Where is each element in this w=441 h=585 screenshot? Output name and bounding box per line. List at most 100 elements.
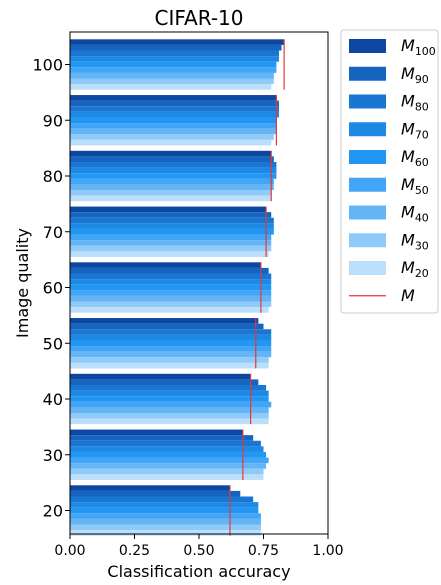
bar-60-M20 bbox=[70, 307, 269, 313]
bar-30-M70 bbox=[70, 446, 264, 452]
bar-100-M100 bbox=[70, 39, 285, 45]
bar-30-M50 bbox=[70, 457, 269, 464]
bar-40-M70 bbox=[70, 390, 269, 397]
legend-swatch-M60 bbox=[349, 150, 386, 164]
bar-80-M70 bbox=[70, 167, 277, 174]
bar-20-M60 bbox=[70, 507, 259, 514]
bar-80-M20 bbox=[70, 195, 272, 202]
y-tick-label: 100 bbox=[32, 56, 63, 75]
bar-90-M70 bbox=[70, 111, 279, 118]
x-axis-ticks: 0.00 0.25 0.50 0.75 1.00 bbox=[54, 534, 344, 559]
bar-20-M90 bbox=[70, 490, 241, 497]
bar-80-M100 bbox=[70, 150, 272, 157]
bar-70-M60 bbox=[70, 228, 274, 235]
x-tick-label: 0.25 bbox=[119, 543, 150, 559]
bar-70-M100 bbox=[70, 206, 267, 213]
bar-60-M70 bbox=[70, 279, 272, 285]
y-tick-label: 90 bbox=[43, 111, 63, 130]
bar-50-M60 bbox=[70, 340, 272, 347]
x-tick-label: 0.75 bbox=[248, 543, 279, 559]
y-axis-ticks: 20 30 40 50 60 70 80 90 100 bbox=[32, 56, 70, 521]
bar-30-M80 bbox=[70, 440, 261, 447]
bar-100-M20 bbox=[70, 84, 272, 90]
bar-60-M40 bbox=[70, 295, 272, 302]
legend-label-reference: M bbox=[401, 286, 415, 305]
legend-swatch-M70 bbox=[349, 122, 386, 137]
legend-swatch-M20 bbox=[349, 261, 386, 275]
bar-90-M20 bbox=[70, 139, 272, 146]
bar-100-M80 bbox=[70, 50, 279, 57]
y-tick-label: 70 bbox=[43, 223, 63, 242]
bar-90-M80 bbox=[70, 106, 279, 112]
x-tick-label: 1.00 bbox=[312, 543, 343, 559]
bar-40-M60 bbox=[70, 396, 269, 402]
bar-60-M50 bbox=[70, 290, 272, 296]
bar-50-M40 bbox=[70, 351, 272, 358]
bar-60-M30 bbox=[70, 301, 272, 308]
bar-90-M60 bbox=[70, 117, 277, 124]
bar-20-M30 bbox=[70, 524, 261, 531]
bar-40-M50 bbox=[70, 401, 272, 408]
bar-80-M50 bbox=[70, 178, 274, 185]
bar-80-M80 bbox=[70, 162, 277, 168]
x-axis-label: Classification accuracy bbox=[107, 562, 290, 581]
bar-40-M20 bbox=[70, 418, 269, 425]
legend-swatch-M30 bbox=[349, 233, 386, 248]
bar-20-M40 bbox=[70, 518, 261, 525]
x-tick-label: 0.00 bbox=[54, 543, 85, 559]
x-tick-label: 0.50 bbox=[183, 543, 214, 559]
bar-100-M50 bbox=[70, 67, 277, 73]
legend-swatch-M40 bbox=[349, 205, 386, 220]
reference-lines-group bbox=[229, 39, 285, 536]
bar-30-M100 bbox=[70, 429, 243, 436]
bars-group bbox=[70, 39, 285, 536]
bar-20-M70 bbox=[70, 502, 259, 508]
bar-50-M100 bbox=[70, 318, 259, 324]
bar-70-M30 bbox=[70, 245, 272, 252]
bar-50-M70 bbox=[70, 334, 272, 341]
bar-100-M30 bbox=[70, 78, 274, 85]
legend-swatch-M100 bbox=[349, 39, 386, 53]
bar-40-M100 bbox=[70, 373, 251, 380]
bar-100-M70 bbox=[70, 56, 279, 62]
bar-20-M100 bbox=[70, 485, 230, 491]
bar-100-M90 bbox=[70, 44, 282, 51]
bar-40-M30 bbox=[70, 413, 269, 419]
bar-60-M100 bbox=[70, 262, 261, 268]
bar-90-M50 bbox=[70, 123, 277, 129]
bar-40-M90 bbox=[70, 379, 259, 385]
bar-60-M80 bbox=[70, 273, 272, 280]
bar-70-M20 bbox=[70, 251, 269, 257]
bar-30-M90 bbox=[70, 435, 254, 441]
bar-70-M90 bbox=[70, 212, 272, 218]
bar-50-M30 bbox=[70, 357, 269, 363]
legend-swatch-M80 bbox=[349, 94, 386, 109]
legend-swatch-M90 bbox=[349, 66, 386, 81]
bar-80-M90 bbox=[70, 156, 274, 162]
bar-70-M50 bbox=[70, 234, 272, 241]
legend-swatch-M50 bbox=[349, 177, 386, 192]
y-tick-label: 40 bbox=[43, 390, 63, 409]
bar-70-M40 bbox=[70, 240, 272, 246]
bar-90-M30 bbox=[70, 134, 274, 140]
bar-50-M80 bbox=[70, 329, 272, 335]
bar-60-M90 bbox=[70, 267, 269, 274]
bar-30-M20 bbox=[70, 474, 264, 480]
bar-30-M60 bbox=[70, 451, 267, 458]
y-tick-label: 50 bbox=[43, 334, 63, 353]
bar-40-M80 bbox=[70, 385, 267, 391]
y-tick-label: 20 bbox=[43, 502, 63, 521]
bar-70-M80 bbox=[70, 217, 274, 224]
bar-20-M50 bbox=[70, 513, 261, 519]
bar-60-M60 bbox=[70, 284, 272, 291]
bar-30-M40 bbox=[70, 463, 267, 469]
bar-90-M100 bbox=[70, 95, 277, 101]
bar-20-M80 bbox=[70, 496, 254, 503]
bar-30-M30 bbox=[70, 468, 264, 475]
y-tick-label: 80 bbox=[43, 167, 63, 186]
chart-title: CIFAR-10 bbox=[155, 6, 244, 30]
bar-40-M40 bbox=[70, 407, 269, 413]
